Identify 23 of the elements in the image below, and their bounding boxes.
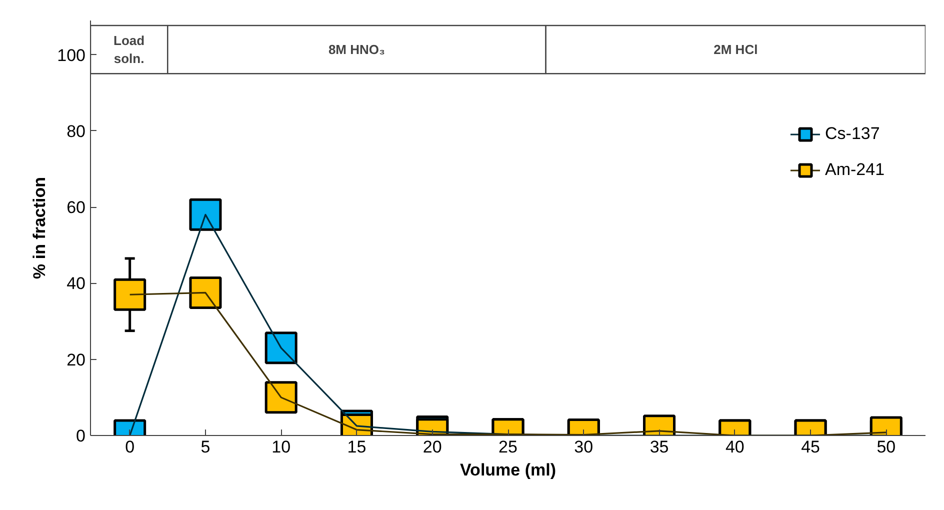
x-tick-label: 20 xyxy=(422,438,442,456)
y-tick-label: 20 xyxy=(66,350,86,370)
x-tick-label: 25 xyxy=(498,438,518,456)
x-tick-label: 10 xyxy=(272,438,291,456)
y-tick-label: 40 xyxy=(66,274,86,294)
x-tick-label: 40 xyxy=(725,438,744,456)
band-label: Load soln. xyxy=(114,33,145,66)
x-tick-label: 30 xyxy=(574,438,594,456)
y-tick-label: 60 xyxy=(66,198,86,218)
legend-label: Cs-137 xyxy=(825,124,880,144)
x-tick-label: 45 xyxy=(801,438,820,456)
y-tick-label: 80 xyxy=(66,122,86,141)
x-tick-label: 15 xyxy=(347,438,366,456)
x-tick-label: 0 xyxy=(125,438,135,456)
y-axis-title: % in fraction xyxy=(30,176,50,280)
x-tick-label: 50 xyxy=(876,438,896,456)
x-tick-label: 5 xyxy=(200,438,210,456)
band-label: 2M HCl xyxy=(714,42,758,58)
band-label: 8M HNO₃ xyxy=(328,42,386,58)
legend-label: Am-241 xyxy=(825,160,885,180)
y-tick-label: 100 xyxy=(57,46,86,65)
x-tick-label: 35 xyxy=(650,438,669,456)
x-axis-title: Volume (ml) xyxy=(460,460,556,480)
